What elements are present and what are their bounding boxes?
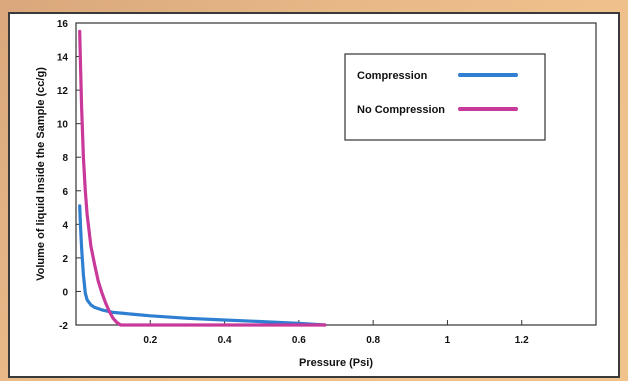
- x-tick-label: 0.8: [366, 335, 380, 346]
- y-tick-label: 0: [62, 287, 68, 298]
- y-tick-label: 14: [57, 53, 69, 64]
- x-tick-label: 0.2: [143, 335, 157, 346]
- legend: Compression No Compression: [344, 53, 546, 141]
- x-tick-label: 1.2: [515, 335, 529, 346]
- chart-frame: -2 0 2 4 6 8 10 12 14 16 0.2 0.4 0.6 0.8 1 1.2 Pressur…: [8, 12, 620, 378]
- y-tick-label: 2: [62, 254, 68, 265]
- line-chart: -2 0 2 4 6 8 10 12 14 16 0.2 0.4 0.6 0.8 1 1.2 Pressur…: [35, 19, 597, 369]
- plot-border: [75, 22, 597, 326]
- y-tick-label: 6: [62, 187, 68, 198]
- series-line-compression: [78, 204, 327, 327]
- y-tick-label: 8: [62, 153, 68, 164]
- y-tick-label: 10: [57, 120, 69, 131]
- legend-label-compression: Compression: [357, 70, 428, 82]
- x-tick-label: 0.4: [218, 335, 232, 346]
- y-tick-label: 16: [57, 19, 69, 30]
- y-axis-title: Volume of liquid Inside the Sample (cc/g…: [35, 67, 47, 281]
- y-tick-label: -2: [59, 321, 68, 332]
- y-tick-label: 4: [62, 220, 68, 231]
- legend-box: [344, 53, 546, 141]
- y-tick-label: 12: [57, 86, 69, 97]
- series-line-no-compression: [78, 29, 327, 327]
- x-tick-label: 1: [445, 335, 451, 346]
- legend-label-no-compression: No Compression: [357, 104, 445, 116]
- x-axis-title: Pressure (Psi): [299, 357, 373, 369]
- x-tick-label: 0.6: [292, 335, 306, 346]
